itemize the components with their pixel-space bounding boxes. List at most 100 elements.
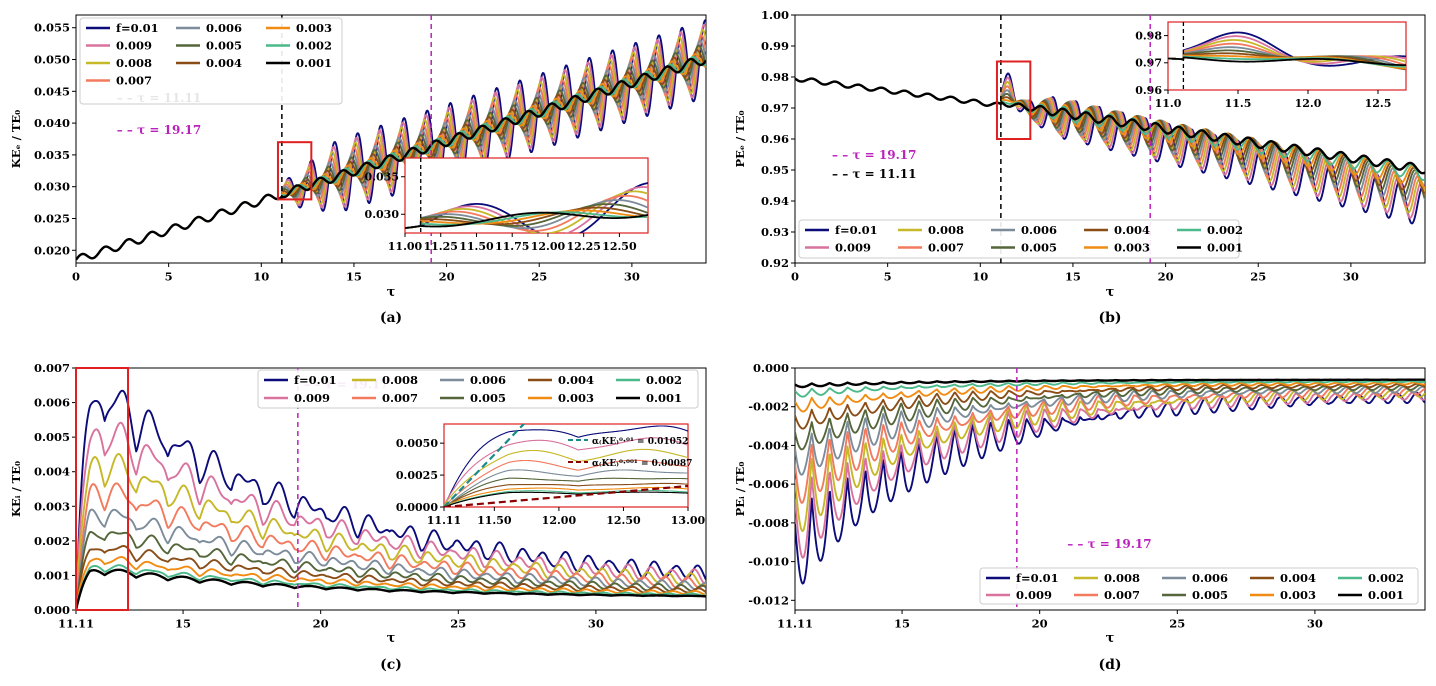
d-ytick-label: -0.006 (748, 477, 789, 491)
c-legend-label: 0.007 (382, 391, 418, 405)
a-xtick-label: 0 (72, 270, 80, 284)
d-legend-label: 0.003 (1280, 588, 1316, 602)
a-inset-ytick-label: 0.030 (365, 208, 400, 221)
c-series-0.003 (76, 556, 706, 610)
a-inset: 11.00 11.25 11.50 11.75 12.00 12.25 12.50 0.030… (365, 157, 649, 253)
a-legend-label: 0.004 (206, 56, 242, 70)
b-xtick-label: 15 (1065, 270, 1081, 284)
b-xtick-label: 5 (884, 270, 892, 284)
c-ytick-label: 0.001 (34, 568, 70, 582)
c-xtick-label: 30 (588, 617, 604, 631)
a-legend-label: 0.009 (116, 39, 152, 53)
c-legend-label: 0.003 (558, 391, 594, 405)
b-legend-label: 0.006 (1021, 223, 1057, 237)
a-legend-label: 0.007 (116, 74, 152, 88)
a-legend-label: 0.006 (206, 21, 242, 35)
d-series-0.005 (795, 384, 1425, 451)
c-legend-label: 0.005 (470, 391, 506, 405)
a-legend-label: f=0.01 (116, 21, 159, 35)
a-inset-series (405, 211, 648, 229)
d-series-0.006 (795, 385, 1425, 476)
b-zoom-box (995, 60, 1032, 140)
a-frame (75, 14, 707, 264)
c-inset-ytick-label: 0.0050 (396, 437, 438, 450)
a-inset-xtick-label: 12.25 (566, 240, 600, 253)
c-inset-series (444, 482, 688, 507)
c-inset-series (444, 477, 688, 507)
c-inset: 11.11 11.50 12.00 12.50 13.00 0.0000 0.0025 0.0… (396, 423, 706, 527)
a-inset-series (405, 206, 648, 229)
a-inset-xtick-label: 12.50 (602, 240, 637, 253)
a-legend-label: 0.002 (296, 39, 332, 53)
d-legend-label: 0.004 (1280, 571, 1316, 585)
b-inset-xtick-label: 11.0 (1155, 97, 1182, 110)
a-inset-ytick-label: 0.035 (365, 171, 399, 184)
panel-b: 0 5 10 15 20 25 30 0.92 0.93 0.94 0.95 0.96 0.97 0.98… (733, 8, 1426, 326)
c-ytick-label: 0.006 (34, 396, 70, 410)
a-inset-series (405, 199, 648, 230)
a-legend-box (79, 17, 343, 105)
c-inset-xtick-label: 11.11 (427, 514, 461, 527)
b-legend-label: 0.008 (928, 223, 964, 237)
a-zoom-box (276, 141, 313, 201)
b-inset-xtick-label: 11.5 (1225, 97, 1252, 110)
d-ytick-label: -0.008 (748, 516, 789, 530)
c-zoom-box (75, 367, 130, 611)
c-ylabel: KEᵢ / TE₀ (9, 461, 23, 517)
d-legend-label: f=0.01 (1016, 571, 1059, 585)
d-ytick-label: -0.004 (748, 438, 789, 452)
b-legend-label: f=0.01 (835, 223, 878, 237)
a-inset-xtick-label: 11.50 (459, 240, 494, 253)
c-inset-xtick-label: 12.50 (606, 514, 641, 527)
c-series-0.002 (76, 564, 706, 610)
b-xlabel: τ (1106, 285, 1115, 300)
d-series-0.001 (795, 378, 1425, 389)
c-fit-legend-label: α₍KE₎⁰·⁰¹ = 0.01052 (592, 437, 688, 447)
c-series-0.001 (76, 568, 706, 610)
a-series-0.001 (76, 57, 706, 261)
c-xtick-label: 11.11 (58, 617, 94, 631)
d-legend-label: 0.002 (1368, 571, 1404, 585)
d-series-0.007 (795, 387, 1425, 504)
b-legend-label: 0.001 (1207, 241, 1243, 255)
a-inset-xtick-label: 11.75 (495, 240, 529, 253)
c-inset-series (444, 448, 688, 506)
a-ytick-label: 0.050 (34, 53, 70, 67)
a-ytick-label: 0.020 (34, 243, 70, 257)
c-ytick-label: 0.004 (34, 465, 70, 479)
c-inset-series (444, 425, 688, 507)
a-inset-xtick-label: 12.00 (531, 240, 566, 253)
b-annotation: – – τ = 11.11 (832, 167, 916, 181)
d-series-0.004 (795, 382, 1425, 430)
b-inset-ytick-label: 0.97 (1135, 57, 1162, 70)
b-legend-label: 0.007 (928, 241, 964, 255)
c-inset-xtick-label: 11.50 (477, 514, 512, 527)
d-series-0.009 (795, 390, 1425, 559)
b-ytick-label: 0.99 (761, 39, 789, 53)
c-inset-ytick-label: 0.0000 (396, 501, 438, 514)
a-xlabel: τ (387, 285, 396, 300)
b-xtick-label: 25 (1250, 270, 1266, 284)
a-ytick-label: 0.035 (34, 148, 70, 162)
d-series-0.003 (795, 381, 1425, 413)
a-ytick-label: 0.030 (34, 180, 70, 194)
a-ytick-label: 0.025 (34, 212, 70, 226)
c-xtick-label: 15 (175, 617, 191, 631)
c-legend-label: 0.004 (558, 373, 594, 387)
d-legend-label: 0.006 (1192, 571, 1228, 585)
b-ytick-label: 0.95 (761, 163, 789, 177)
d-legend-label: 0.001 (1368, 588, 1404, 602)
a-inset-series (405, 203, 648, 229)
b-ytick-label: 0.96 (761, 132, 789, 146)
d-xtick-label: 25 (1169, 617, 1185, 631)
d-legend-label: 0.005 (1192, 588, 1228, 602)
a-legend: f=0.01 0.006 0.003 0.009 0.005 0.002 0.008 0.00… (79, 17, 343, 105)
a-legend-label: 0.003 (296, 21, 332, 35)
c-inset-series (444, 437, 688, 506)
c-series-0.006 (76, 508, 706, 610)
b-inset-series (1168, 56, 1406, 66)
c-series-0.005 (76, 531, 706, 610)
c-ytick-label: 0.002 (34, 534, 70, 548)
d-ytick-label: -0.010 (748, 555, 789, 569)
b-ytick-label: 1.00 (761, 8, 789, 22)
